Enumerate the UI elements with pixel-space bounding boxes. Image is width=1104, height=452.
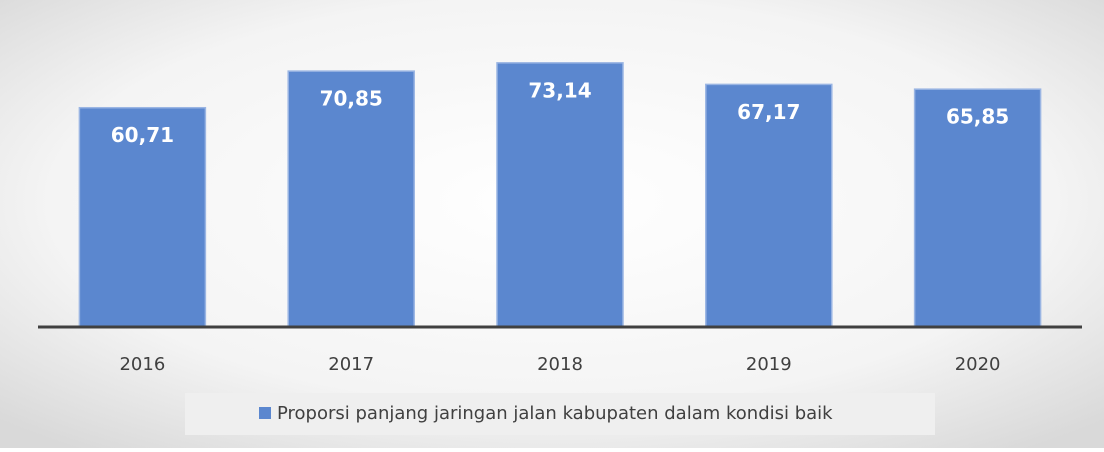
data-label: 73,14 [528, 78, 591, 102]
data-label: 60,71 [111, 123, 174, 147]
data-label: 70,85 [320, 87, 383, 111]
bar [496, 62, 624, 328]
x-tick-label: 2020 [955, 354, 1001, 375]
x-tick-label: 2017 [328, 354, 374, 375]
x-tick-label: 2016 [119, 354, 165, 375]
bar [705, 83, 833, 328]
x-tick-label: 2018 [537, 354, 583, 375]
legend-swatch [259, 407, 271, 419]
data-label: 67,17 [737, 100, 800, 124]
legend-label: Proporsi panjang jaringan jalan kabupate… [277, 403, 833, 424]
legend-box [185, 393, 935, 435]
x-tick-label: 2019 [746, 354, 792, 375]
bar [913, 88, 1042, 328]
data-label: 65,85 [946, 105, 1009, 129]
bar [287, 70, 415, 328]
